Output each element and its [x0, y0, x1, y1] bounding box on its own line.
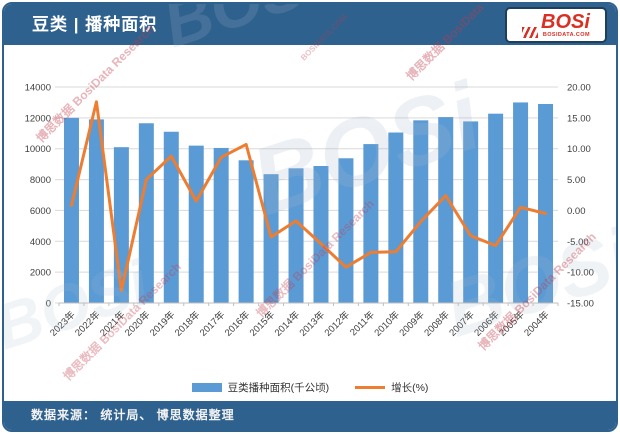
page-title: 豆类 | 播种面积	[32, 15, 158, 34]
growth-line	[69, 100, 548, 293]
x-axis-label: 2016年	[222, 308, 253, 339]
x-axis-label: 2022年	[72, 308, 103, 339]
bar	[538, 103, 554, 303]
bar	[238, 160, 254, 303]
bar	[63, 117, 79, 303]
logo-domain: BOSIDATA.COM	[542, 31, 590, 38]
bar	[438, 117, 454, 303]
right-axis-tick: -5.00	[567, 237, 589, 248]
bar	[213, 147, 229, 303]
bar	[88, 119, 104, 304]
legend-line-swatch	[355, 386, 386, 389]
bar	[513, 102, 529, 303]
bar	[488, 113, 504, 303]
bar	[313, 165, 329, 303]
left-axis-tick: 8000	[30, 175, 51, 186]
left-axis-tick: 2000	[30, 268, 51, 279]
right-axis-tick: -10.00	[567, 268, 594, 279]
bar	[288, 168, 304, 303]
right-axis-tick: 0.00	[567, 206, 586, 217]
bar	[163, 131, 179, 303]
x-axis-label: 2011年	[347, 308, 377, 338]
bosi-logo: BOSi BOSIDATA.COM	[505, 7, 607, 43]
source-bar: 数据来源： 统计局、 博思数据整理	[4, 401, 616, 430]
x-axis-label: 2007年	[447, 308, 478, 339]
bar	[338, 158, 354, 303]
x-axis-label: 2012年	[322, 308, 353, 339]
right-axis-tick: 20.00	[567, 83, 591, 94]
bar	[413, 120, 429, 303]
x-axis-label: 2010年	[372, 308, 403, 339]
source-text: 数据来源： 统计局、 博思数据整理	[31, 408, 235, 422]
left-axis-tick: 14000	[25, 83, 51, 94]
x-axis-label: 2013年	[297, 308, 328, 339]
x-axis-label: 2018年	[172, 308, 203, 339]
legend-line-label: 增长(%)	[391, 382, 429, 394]
x-axis-label: 2008年	[422, 308, 453, 339]
logo-stripes-icon	[522, 26, 539, 38]
left-axis-tick: 6000	[30, 206, 51, 217]
x-axis-label: 2004年	[521, 308, 552, 339]
left-axis-tick: 0	[46, 299, 51, 310]
bar	[138, 123, 154, 303]
bar	[388, 132, 404, 303]
bar-line-chart: 0 2000 4000 6000 8000 10000 12000 14000 20.00 15.…	[25, 83, 594, 339]
left-axis-tick: 10000	[25, 144, 51, 155]
chart-area: 0 2000 4000 6000 8000 10000 12000 14000 20.00 15.…	[4, 45, 616, 401]
x-axis-label: 2015年	[247, 308, 278, 339]
x-axis-label: 2021年	[97, 308, 128, 339]
x-axis-label: 2009年	[397, 308, 428, 339]
left-axis-tick: 12000	[25, 113, 51, 124]
x-axis-label: 2006年	[472, 308, 503, 339]
left-axis-tick: 4000	[30, 237, 51, 248]
logo-name: BOSi	[541, 10, 590, 33]
right-axis-tick: 15.00	[567, 113, 591, 124]
legend-bar-swatch	[191, 383, 222, 392]
logo-text: BOSi BOSIDATA.COM	[541, 12, 590, 39]
right-axis-tick: 5.00	[567, 175, 586, 186]
bar	[263, 174, 279, 303]
chart-legend: 豆类播种面积(千公顷) 增长(%)	[4, 380, 616, 395]
x-axis-label: 2019年	[147, 308, 178, 339]
right-axis-tick: -15.00	[567, 299, 594, 310]
legend-bar-label: 豆类播种面积(千公顷)	[227, 382, 330, 394]
header: 豆类 | 播种面积 BOSi BOSIDATA.COM	[4, 4, 616, 45]
x-axis-label: 2005年	[497, 308, 528, 339]
bar	[363, 144, 379, 303]
x-axis-label: 2017年	[197, 308, 228, 339]
bar	[188, 145, 204, 303]
x-axis-label: 2020年	[122, 308, 153, 339]
right-axis-tick: 10.00	[567, 144, 591, 155]
x-axis-label: 2023年	[47, 308, 78, 339]
x-axis-label: 2014年	[272, 308, 303, 339]
bar	[463, 121, 479, 303]
